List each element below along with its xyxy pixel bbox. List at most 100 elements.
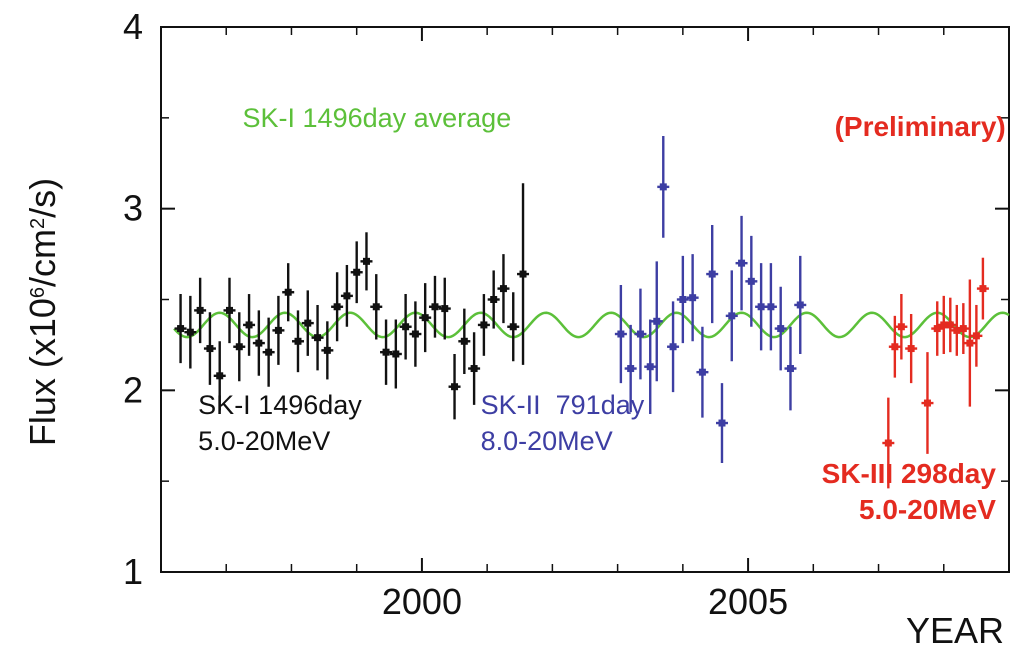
data-point [747,277,755,285]
annotation-line: 5.0-20MeV [198,426,330,456]
data-point [314,334,322,342]
data-point [225,306,233,314]
series-sk-ii [614,136,807,463]
data-point [460,337,468,345]
annotation-line: 5.0-20MeV [859,494,996,525]
chart-annotation: (Preliminary) [835,111,1006,142]
data-point [372,303,380,311]
x-tick-label: 2000 [382,581,462,622]
data-point [382,348,390,356]
data-point [979,285,987,293]
data-point [891,343,899,351]
chart-annotation: SK-III 298day 5.0-20MeV [822,458,997,525]
data-point [421,314,429,322]
ylabel-pre: Flux (x10 [22,298,63,446]
data-point [509,323,517,331]
data-point [519,270,527,278]
annotation-layer: SK-I 1496day average (Preliminary) SK-I 14… [198,103,1006,525]
data-point [255,339,263,347]
data-point [884,439,892,447]
data-point [907,345,915,353]
series-sk-iii [882,257,989,489]
average-curve-line [173,311,1010,339]
data-point [659,183,667,191]
data-point [451,383,459,391]
data-point [767,303,775,311]
x-axis-ticks: 2000 2005 [160,27,1010,622]
data-point [679,296,687,303]
data-point [196,306,204,314]
ylabel-exp2: 2 [27,218,49,229]
data-point [959,325,967,333]
data-point [627,365,635,373]
data-point [362,257,370,265]
y-axis-ticks: 1 2 3 4 [123,6,1009,592]
data-point [923,399,931,407]
data-point [490,296,498,303]
data-point [499,285,507,293]
x-tick-label: 2005 [708,581,788,622]
data-point [206,345,214,353]
series-layer [174,136,989,489]
data-point [777,325,785,333]
annotation-line: SK-III 298day [822,458,997,489]
annotation-line: (Preliminary) [835,111,1006,142]
y-tick-label: 2 [123,369,143,410]
data-point [294,337,302,345]
chart-annotation: SK-I 1496day average [243,103,512,133]
y-tick-label: 1 [123,551,143,592]
data-point [786,365,794,373]
data-point [431,303,439,311]
y-tick-label: 4 [123,6,143,47]
data-point [284,288,292,296]
annotation-line: SK-II 791day [481,390,645,420]
data-point [245,321,253,329]
ylabel-mid: /cm [22,229,63,287]
ylabel-exp1: 6 [27,287,49,298]
data-point [953,326,961,334]
annotation-line: SK-I 1496day average [243,103,512,133]
data-point [265,348,273,356]
data-point [708,270,716,278]
data-point [728,312,736,320]
data-point [304,319,312,327]
y-tick-label: 3 [123,188,143,229]
data-point [617,330,625,338]
data-point [470,365,478,373]
data-point [738,259,746,267]
data-point [441,305,449,313]
chart-annotation: SK-I 1496day 5.0-20MeV [198,390,362,456]
data-point [392,350,400,358]
data-point [353,268,361,276]
data-point [718,419,726,427]
data-point [274,326,282,334]
data-point [186,328,194,336]
data-point [235,343,243,351]
annotation-line: SK-I 1496day [198,390,362,420]
data-point [796,301,804,309]
data-point [343,292,351,300]
data-point [411,330,419,338]
data-point [323,346,331,354]
chart-annotation: SK-II 791day 8.0-20MeV [481,390,645,456]
annotation-line: 8.0-20MeV [481,426,613,456]
data-point [966,339,974,347]
data-point [757,303,765,311]
data-point [216,372,224,380]
data-point [402,323,410,331]
y-axis-title: Flux (x106/cm2/s) [22,178,63,446]
data-point [940,321,948,329]
x-axis-title: YEAR [906,610,1004,651]
data-point [972,332,980,340]
data-point [480,321,488,329]
series-sk-i [174,183,530,420]
data-point [897,323,905,331]
ylabel-post: /s) [22,178,63,218]
data-point [946,321,954,329]
data-point [698,368,706,376]
data-point [669,343,677,351]
data-point [689,294,697,302]
data-point [653,317,661,325]
data-point [646,363,654,371]
